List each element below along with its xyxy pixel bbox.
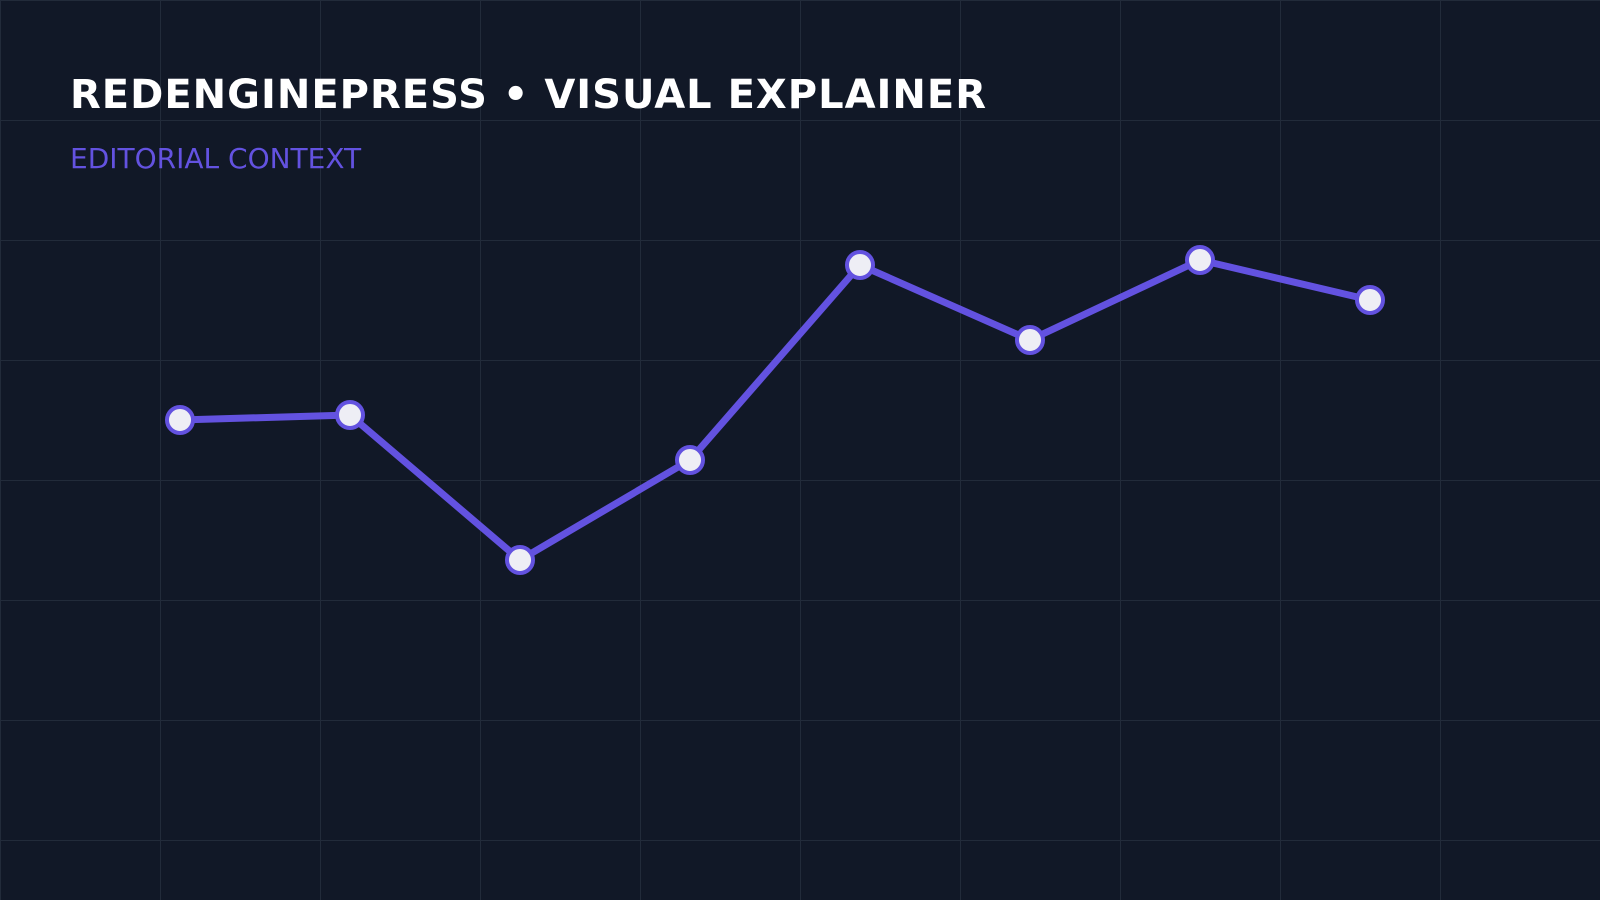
chart-subtitle: EDITORIAL CONTEXT — [70, 142, 362, 175]
line — [176, 256, 1374, 564]
point — [675, 445, 705, 475]
point — [845, 250, 875, 280]
point — [335, 400, 365, 430]
point — [165, 405, 195, 435]
point — [505, 545, 535, 575]
point — [1015, 325, 1045, 355]
point — [1185, 245, 1215, 275]
chart-title: REDENGINEPRESS • VISUAL EXPLAINER — [70, 72, 987, 118]
point — [1355, 285, 1385, 315]
